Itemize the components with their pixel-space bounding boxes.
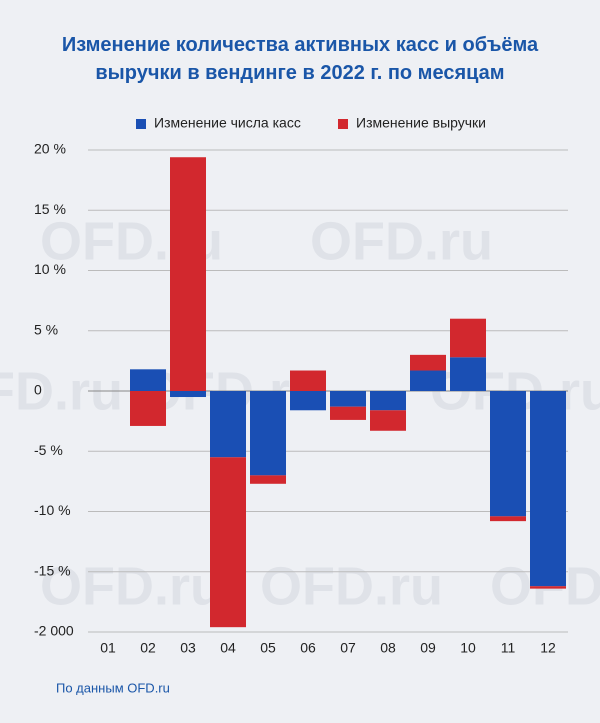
legend-label: Изменение выручки xyxy=(356,115,486,131)
bar xyxy=(290,391,326,411)
bar xyxy=(210,391,246,458)
bar xyxy=(490,391,526,517)
chart-title: Изменение количества активных касс и объ… xyxy=(62,34,539,84)
x-tick-label: 01 xyxy=(100,640,116,656)
y-tick-label: 0 xyxy=(34,382,42,398)
y-tick-label: -2 000 xyxy=(34,623,74,639)
x-tick-label: 08 xyxy=(380,640,396,656)
y-tick-label: -10 % xyxy=(34,502,71,518)
bar xyxy=(250,391,286,476)
bar xyxy=(170,157,206,391)
bar xyxy=(370,391,406,411)
x-tick-label: 10 xyxy=(460,640,476,656)
bar xyxy=(290,370,326,391)
legend-label: Изменение числа касс xyxy=(154,115,301,131)
x-tick-label: 03 xyxy=(180,640,196,656)
x-tick-label: 02 xyxy=(140,640,156,656)
source: По данным OFD.ru xyxy=(56,680,170,695)
bar xyxy=(410,354,446,371)
bar xyxy=(530,586,566,589)
bar xyxy=(330,391,366,407)
watermark: OFD.ru xyxy=(40,556,223,616)
x-tick-label: 04 xyxy=(220,640,236,656)
bar xyxy=(370,410,406,431)
legend-swatch xyxy=(136,119,146,129)
bar xyxy=(130,391,166,426)
bar xyxy=(450,318,486,358)
y-tick-label: 10 % xyxy=(34,261,66,277)
bar xyxy=(490,516,526,522)
y-tick-label: 15 % xyxy=(34,201,66,217)
bar xyxy=(130,369,166,391)
legend-swatch xyxy=(338,119,348,129)
y-tick-label: 5 % xyxy=(34,321,58,337)
x-tick-label: 06 xyxy=(300,640,316,656)
x-tick-label: 09 xyxy=(420,640,436,656)
bar xyxy=(450,357,486,391)
x-tick-label: 12 xyxy=(540,640,556,656)
watermark: OFD.ru xyxy=(260,556,443,616)
bar xyxy=(210,457,246,628)
x-tick-label: 05 xyxy=(260,640,276,656)
x-tick-label: 07 xyxy=(340,640,356,656)
bar xyxy=(170,391,206,398)
y-tick-label: -5 % xyxy=(34,442,63,458)
x-tick-label: 11 xyxy=(501,640,516,656)
y-tick-label: -15 % xyxy=(34,562,71,578)
y-tick-label: 20 % xyxy=(34,141,66,157)
bar xyxy=(410,370,446,391)
watermark: OFD.ru xyxy=(310,211,493,271)
bar xyxy=(530,391,566,587)
bar xyxy=(250,475,286,484)
bar xyxy=(330,406,366,420)
